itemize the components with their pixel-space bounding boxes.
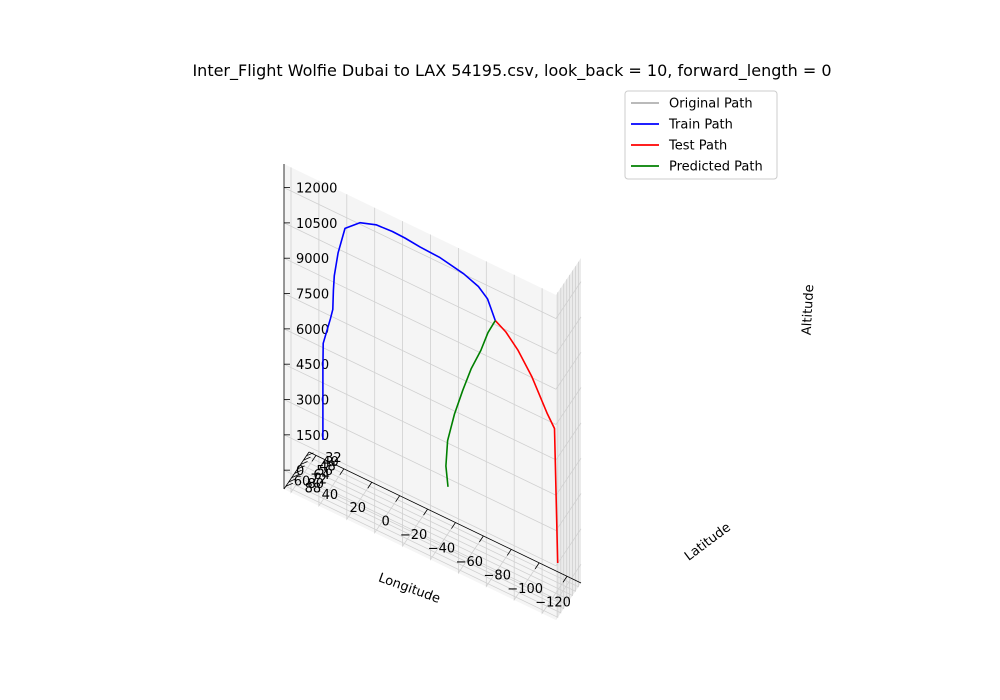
y-axis-label: Latitude [682, 520, 734, 564]
legend-box [624, 90, 778, 180]
x-tick-mark [367, 482, 373, 489]
y-gridline [300, 270, 573, 597]
y-tick-mark [297, 465, 305, 470]
x-axis-label: Longitude [376, 571, 442, 607]
z-tick-label: 12000 [296, 182, 337, 197]
y-gridline [288, 287, 562, 614]
y-tick-mark [300, 461, 308, 465]
test-path-line [494, 320, 559, 564]
z-tick-label: 4500 [296, 358, 329, 373]
y-tick-label: 56 [316, 464, 333, 479]
z-tick-label: 3000 [296, 394, 329, 409]
x-tick-mark [311, 455, 317, 462]
y-tick-mark [285, 482, 293, 487]
x-tick-mark [534, 562, 540, 570]
z-axis-label: Altitude [800, 284, 818, 336]
y-tick-mark [291, 474, 299, 478]
z-gridline [283, 469, 582, 602]
x-tick-label: −40 [428, 542, 455, 557]
x-tick-label: −60 [456, 555, 483, 570]
z-tick-label: 10500 [296, 217, 337, 232]
y-tick-label: 48 [319, 460, 336, 475]
y-tick-mark [306, 452, 314, 457]
z-gridline [283, 434, 582, 567]
y-gridline [285, 292, 559, 618]
original-path-legend-label: Original Path [669, 97, 753, 112]
z-gridline [283, 293, 582, 426]
y-tick-label: 88 [305, 481, 322, 496]
z-tick-label: 1500 [296, 429, 329, 444]
x-tick-mark [562, 576, 568, 583]
grid-lines [283, 167, 582, 618]
x-tick-label: −80 [484, 568, 511, 583]
x-tick-label: −120 [535, 595, 571, 610]
y-axis-line [283, 451, 310, 490]
z-gridline [283, 187, 582, 320]
data-lines [322, 221, 559, 564]
legend: Original Path Train Path Test Path Predicte… [624, 90, 778, 180]
x-tick-mark [506, 549, 512, 556]
y-gridline [303, 266, 576, 592]
x-tick-mark [479, 535, 484, 543]
y-gridline [294, 279, 568, 605]
back-wall-pane [284, 164, 556, 620]
y-gridline [297, 274, 570, 601]
predicted-path-legend-label: Predicted Path [669, 160, 763, 175]
z-tick-label: 0 [296, 464, 304, 479]
z-tick-label: 6000 [296, 323, 329, 338]
z-tick-label: 7500 [296, 288, 329, 303]
z-gridline [283, 222, 582, 355]
x-tick-label: −20 [400, 528, 427, 543]
z-gridline [283, 257, 582, 390]
x-tick-label: 20 [349, 501, 366, 516]
x-tick-label: 60 [294, 474, 311, 489]
axis-ticks: −120−100−80−60−40−2002040603240485664728… [284, 182, 571, 610]
y-tick-label: 80 [308, 477, 325, 492]
y-tick-label: 40 [322, 455, 339, 470]
y-tick-label: 72 [310, 473, 327, 488]
x-tick-label: 0 [382, 515, 390, 530]
y-tick-mark [294, 469, 302, 474]
x-tick-mark [395, 495, 400, 502]
x-tick-label: −100 [507, 582, 543, 597]
chart-title: Inter_Flight Wolfie Dubai to LAX 54195.c… [192, 61, 831, 81]
x-tick-label: 40 [322, 488, 339, 503]
predicted-path-line [445, 320, 496, 487]
y-gridline [291, 283, 565, 610]
train-path-legend-label: Train Path [668, 118, 733, 133]
y-tick-mark [288, 478, 296, 483]
train-path-line [322, 221, 497, 440]
left-wall-pane [556, 258, 581, 620]
x-axis-line [308, 451, 582, 584]
z-gridline [283, 399, 582, 532]
y-tick-label: 64 [313, 468, 330, 483]
test-path-legend-label: Test Path [668, 139, 727, 154]
x-tick-mark [339, 468, 345, 476]
y-tick-label: 32 [325, 451, 342, 466]
z-tick-label: 9000 [296, 252, 329, 267]
x-tick-mark [423, 508, 428, 516]
y-tick-mark [303, 456, 311, 461]
x-tick-mark [451, 522, 456, 529]
axis-panes [284, 164, 581, 620]
